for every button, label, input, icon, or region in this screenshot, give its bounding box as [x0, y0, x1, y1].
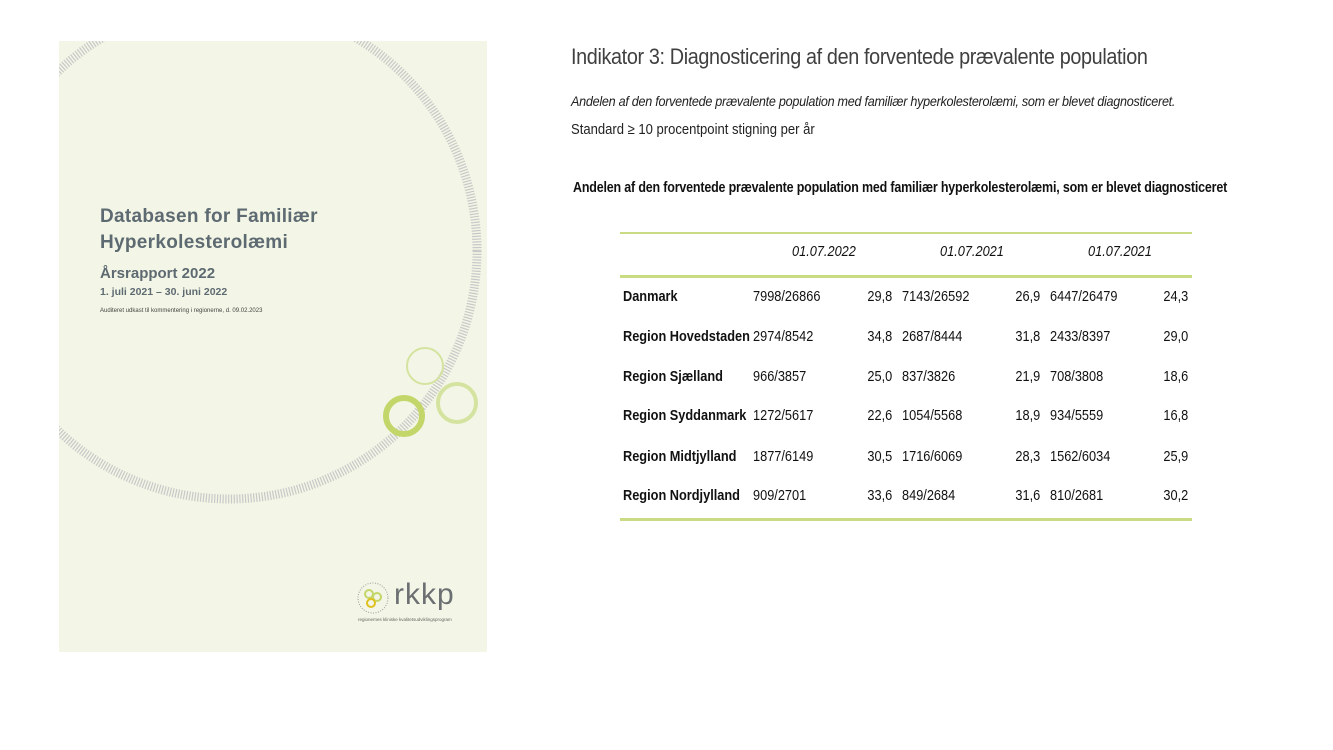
hatched-arc — [59, 41, 482, 504]
count-cell: 1562/6034 — [1050, 449, 1111, 465]
ring-right — [436, 382, 478, 424]
percent-cell: 28,3 — [1015, 449, 1040, 465]
column-header: 01.07.2021 — [940, 244, 1004, 260]
indicator-standard: Standard ≥ 10 procentpoint stigning per … — [571, 122, 815, 138]
count-cell: 6447/26479 — [1050, 289, 1118, 305]
count-cell: 1877/6149 — [753, 449, 814, 465]
count-cell: 909/2701 — [753, 488, 807, 504]
count-cell: 2974/8542 — [753, 329, 814, 345]
cover-decoration — [59, 41, 482, 504]
ring-bold — [383, 395, 425, 437]
count-cell: 1272/5617 — [753, 408, 814, 424]
table-header-rule — [620, 275, 1192, 278]
count-cell: 1054/5568 — [902, 408, 963, 424]
table-row: Region Sjælland 966/3857 25,0 837/3826 21,9 7… — [620, 369, 1192, 393]
table-row: Region Hovedstaden 2974/8542 34,8 2687/8444… — [620, 329, 1192, 353]
cover-title-line2: Hyperkolesterolæmi — [100, 232, 289, 253]
count-cell: 2433/8397 — [1050, 329, 1111, 345]
cover-title-line1: Databasen for Familiær — [100, 206, 318, 227]
percent-cell: 16,8 — [1163, 408, 1188, 424]
percent-cell: 29,8 — [867, 289, 892, 305]
percent-cell: 21,9 — [1015, 369, 1040, 385]
table-row: Region Nordjylland 909/2701 33,6 849/2684 31… — [620, 488, 1192, 512]
percent-cell: 31,8 — [1015, 329, 1040, 345]
count-cell: 837/3826 — [902, 369, 956, 385]
percent-cell: 29,0 — [1163, 329, 1188, 345]
percent-cell: 25,9 — [1163, 449, 1188, 465]
percent-cell: 34,8 — [867, 329, 892, 345]
percent-cell: 31,6 — [1015, 488, 1040, 504]
results-table: 01.07.2022 01.07.2021 01.07.2021 Danmark… — [620, 232, 1192, 521]
table-row: Region Syddanmark 1272/5617 22,6 1054/5568 1… — [620, 408, 1192, 432]
count-cell: 2687/8444 — [902, 329, 963, 345]
count-cell: 934/5559 — [1050, 408, 1104, 424]
row-label: Region Hovedstaden — [623, 329, 750, 345]
rkkp-logo-caption: regionernes kliniske kvalitetsudviklings… — [358, 617, 452, 622]
column-header: 01.07.2022 — [792, 244, 856, 260]
percent-cell: 24,3 — [1163, 289, 1188, 305]
percent-cell: 18,9 — [1015, 408, 1040, 424]
column-header: 01.07.2021 — [1088, 244, 1152, 260]
indicator-title: Indikator 3: Diagnosticering af den forv… — [571, 44, 1148, 69]
row-label: Danmark — [623, 289, 678, 305]
count-cell: 849/2684 — [902, 488, 956, 504]
count-cell: 7998/26866 — [753, 289, 821, 305]
count-cell: 966/3857 — [753, 369, 807, 385]
count-cell: 7143/26592 — [902, 289, 970, 305]
percent-cell: 25,0 — [867, 369, 892, 385]
indicator-description: Andelen af den forventede prævalente pop… — [571, 93, 1176, 109]
percent-cell: 30,2 — [1163, 488, 1188, 504]
row-label: Region Midtjylland — [623, 449, 737, 465]
percent-cell: 33,6 — [867, 488, 892, 504]
ring-small — [406, 347, 444, 385]
cover-subtitle: Årsrapport 2022 — [100, 265, 216, 282]
row-label: Region Nordjylland — [623, 488, 740, 504]
report-cover: Databasen for Familiær Hyperkolesterolæm… — [59, 41, 487, 652]
percent-cell: 18,6 — [1163, 369, 1188, 385]
table-row: Danmark 7998/26866 29,8 7143/26592 26,9 6447/… — [620, 289, 1192, 313]
table-title: Andelen af den forventede prævalente pop… — [573, 180, 1228, 196]
row-label: Region Syddanmark — [623, 408, 747, 424]
table-row: Region Midtjylland 1877/6149 30,5 1716/6069… — [620, 449, 1192, 473]
table-bottom-rule — [620, 518, 1192, 521]
row-label: Region Sjælland — [623, 369, 723, 385]
percent-cell: 30,5 — [867, 449, 892, 465]
cover-period: 1. juli 2021 – 30. juni 2022 — [100, 286, 228, 298]
count-cell: 1716/6069 — [902, 449, 963, 465]
table-top-rule — [620, 232, 1192, 234]
rkkp-logo-text: rkkp — [394, 578, 455, 611]
cover-note: Auditeret udkast til kommentering i regi… — [100, 308, 263, 314]
percent-cell: 26,9 — [1015, 289, 1040, 305]
rkkp-logo-icon — [357, 582, 389, 614]
count-cell: 810/2681 — [1050, 488, 1104, 504]
count-cell: 708/3808 — [1050, 369, 1104, 385]
percent-cell: 22,6 — [867, 408, 892, 424]
cover-title: Databasen for Familiær Hyperkolesterolæm… — [100, 204, 400, 256]
